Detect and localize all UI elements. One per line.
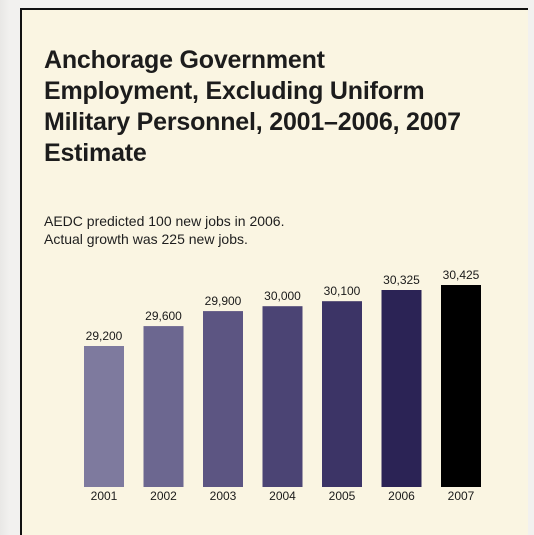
bar-2005 bbox=[322, 301, 362, 487]
x-tick-label-2001: 2001 bbox=[91, 489, 118, 503]
x-tick-label-2003: 2003 bbox=[210, 489, 237, 503]
value-label-2004: 30,000 bbox=[264, 289, 301, 303]
value-label-2007: 30,425 bbox=[443, 268, 480, 282]
bar-2003 bbox=[203, 311, 243, 487]
bar-2001 bbox=[84, 346, 124, 487]
bar-2004 bbox=[262, 306, 303, 487]
value-label-2003: 29,900 bbox=[205, 294, 242, 308]
x-tick-label-2007: 2007 bbox=[448, 489, 475, 503]
subtitle-line-2: Actual growth was 225 new jobs. bbox=[44, 231, 248, 247]
chart-title: Anchorage Government Employment, Excludi… bbox=[44, 46, 461, 167]
bar-2007 bbox=[441, 285, 481, 487]
left-edge-strip bbox=[0, 0, 10, 535]
value-label-2005: 30,100 bbox=[324, 284, 361, 298]
bar-2006 bbox=[381, 290, 422, 487]
x-tick-label-2004: 2004 bbox=[269, 489, 296, 503]
subtitle-line-1: AEDC predicted 100 new jobs in 2006. bbox=[44, 213, 285, 229]
chart-subtitle: AEDC predicted 100 new jobs in 2006. Act… bbox=[44, 212, 444, 248]
x-tick-label-2006: 2006 bbox=[388, 489, 415, 503]
value-label-2002: 29,600 bbox=[145, 309, 182, 323]
value-label-2006: 30,325 bbox=[383, 273, 420, 287]
x-tick-label-2005: 2005 bbox=[329, 489, 356, 503]
bar-2002 bbox=[143, 326, 184, 487]
value-label-2001: 29,200 bbox=[86, 329, 123, 343]
x-tick-label-2002: 2002 bbox=[150, 489, 177, 503]
